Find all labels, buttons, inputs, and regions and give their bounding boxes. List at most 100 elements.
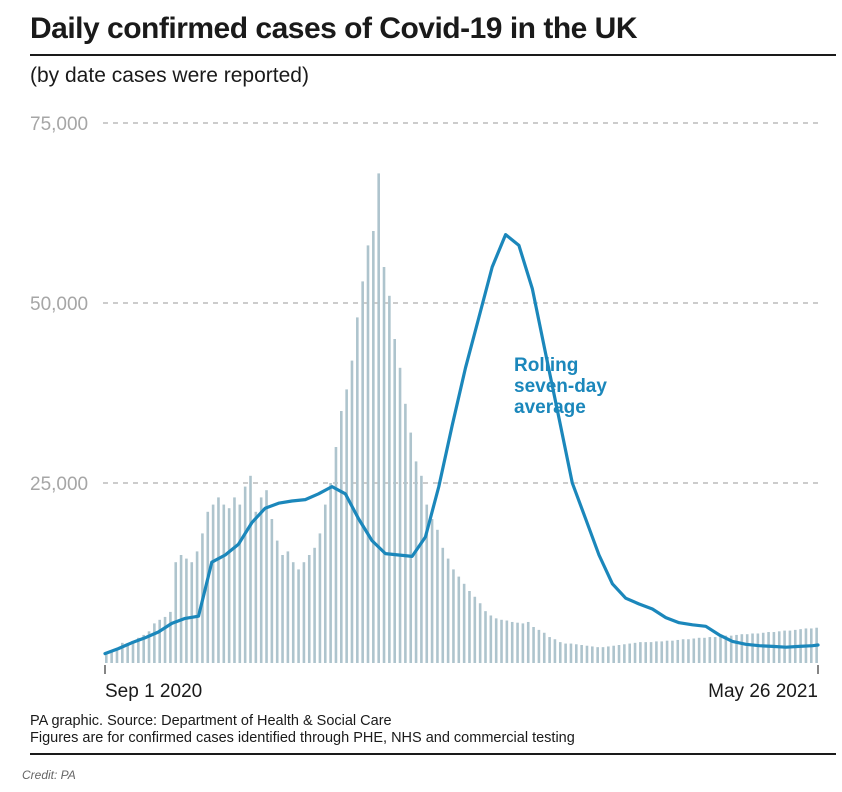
bar (617, 645, 621, 663)
bar (457, 576, 461, 663)
bar (297, 569, 300, 663)
bar (356, 317, 359, 663)
bar (291, 562, 295, 663)
bar (115, 648, 119, 663)
credit-text: Credit: PA (22, 768, 76, 782)
bar (131, 641, 135, 663)
bar (628, 643, 632, 663)
bar (553, 639, 557, 663)
bar (217, 497, 220, 663)
bar (195, 551, 199, 663)
bar (761, 632, 765, 663)
rolling-average-line (103, 233, 820, 656)
bar (708, 637, 712, 663)
bar (681, 639, 685, 663)
bar (564, 643, 567, 663)
bar (537, 629, 541, 663)
note-text: Figures are for confirmed cases identifi… (30, 730, 575, 746)
bar (174, 562, 178, 663)
bar (665, 640, 669, 663)
bar (366, 245, 370, 663)
bar (676, 639, 680, 663)
bar (307, 555, 311, 663)
bar (339, 411, 343, 663)
bar (334, 447, 338, 663)
bar (596, 647, 599, 663)
bar (548, 637, 551, 663)
bar (425, 504, 429, 663)
bar (409, 432, 413, 663)
bar (446, 558, 450, 663)
bar (580, 645, 583, 663)
bar (649, 642, 653, 663)
footer: PA graphic. Source: Department of Health… (30, 713, 575, 747)
bar (169, 611, 172, 663)
bar (719, 636, 722, 663)
source-text: PA graphic. Source: Department of Health… (30, 713, 392, 729)
bar (687, 639, 690, 663)
bar (494, 618, 498, 663)
bar (345, 389, 348, 663)
y-tick-label: 25,000 (30, 474, 88, 495)
bar (692, 638, 696, 663)
bar (179, 555, 183, 663)
bar (452, 569, 455, 663)
bar (500, 619, 503, 663)
bar (313, 547, 316, 663)
bar (147, 631, 151, 663)
bar (430, 519, 434, 663)
bar (526, 621, 530, 663)
bar (751, 633, 754, 663)
bar (121, 642, 124, 663)
bar (126, 644, 129, 663)
y-tick-label: 50,000 (30, 294, 88, 315)
bar (361, 281, 364, 663)
bar (558, 642, 562, 663)
bar (644, 642, 648, 663)
bar (639, 642, 642, 663)
bar (211, 504, 215, 663)
bar (462, 583, 466, 663)
title-rule (30, 54, 836, 56)
bar (655, 641, 658, 663)
bar (420, 475, 423, 663)
bar (756, 633, 760, 663)
bar (601, 647, 605, 663)
bar (254, 511, 258, 663)
bar (265, 490, 268, 663)
bar (323, 504, 327, 663)
bar (703, 637, 706, 663)
bar (227, 508, 231, 663)
bar (318, 533, 322, 663)
x-tick-label-start: Sep 1 2020 (105, 681, 202, 702)
line-annotation: average (514, 397, 586, 418)
chart-title: Daily confirmed cases of Covid-19 in the… (30, 12, 638, 45)
bar (612, 645, 615, 663)
bar (243, 486, 247, 663)
bar (585, 645, 589, 663)
bar (510, 621, 514, 663)
bar (713, 637, 717, 663)
bar (275, 540, 279, 663)
bar (110, 650, 113, 663)
bar (633, 642, 637, 663)
bar (542, 632, 546, 663)
bar (404, 403, 407, 663)
bar (745, 634, 749, 663)
bar (729, 635, 733, 663)
bar (137, 637, 140, 663)
bar (735, 634, 738, 663)
bar (607, 646, 610, 663)
bar (185, 558, 188, 663)
bar (740, 634, 744, 663)
bar (516, 622, 519, 663)
bar (238, 504, 242, 663)
bar (372, 231, 375, 663)
bar (574, 644, 578, 663)
footer-rule (30, 753, 836, 755)
bar (484, 611, 487, 663)
bar (505, 620, 509, 663)
bar (142, 634, 145, 663)
bar (393, 339, 397, 663)
bar (660, 641, 664, 663)
